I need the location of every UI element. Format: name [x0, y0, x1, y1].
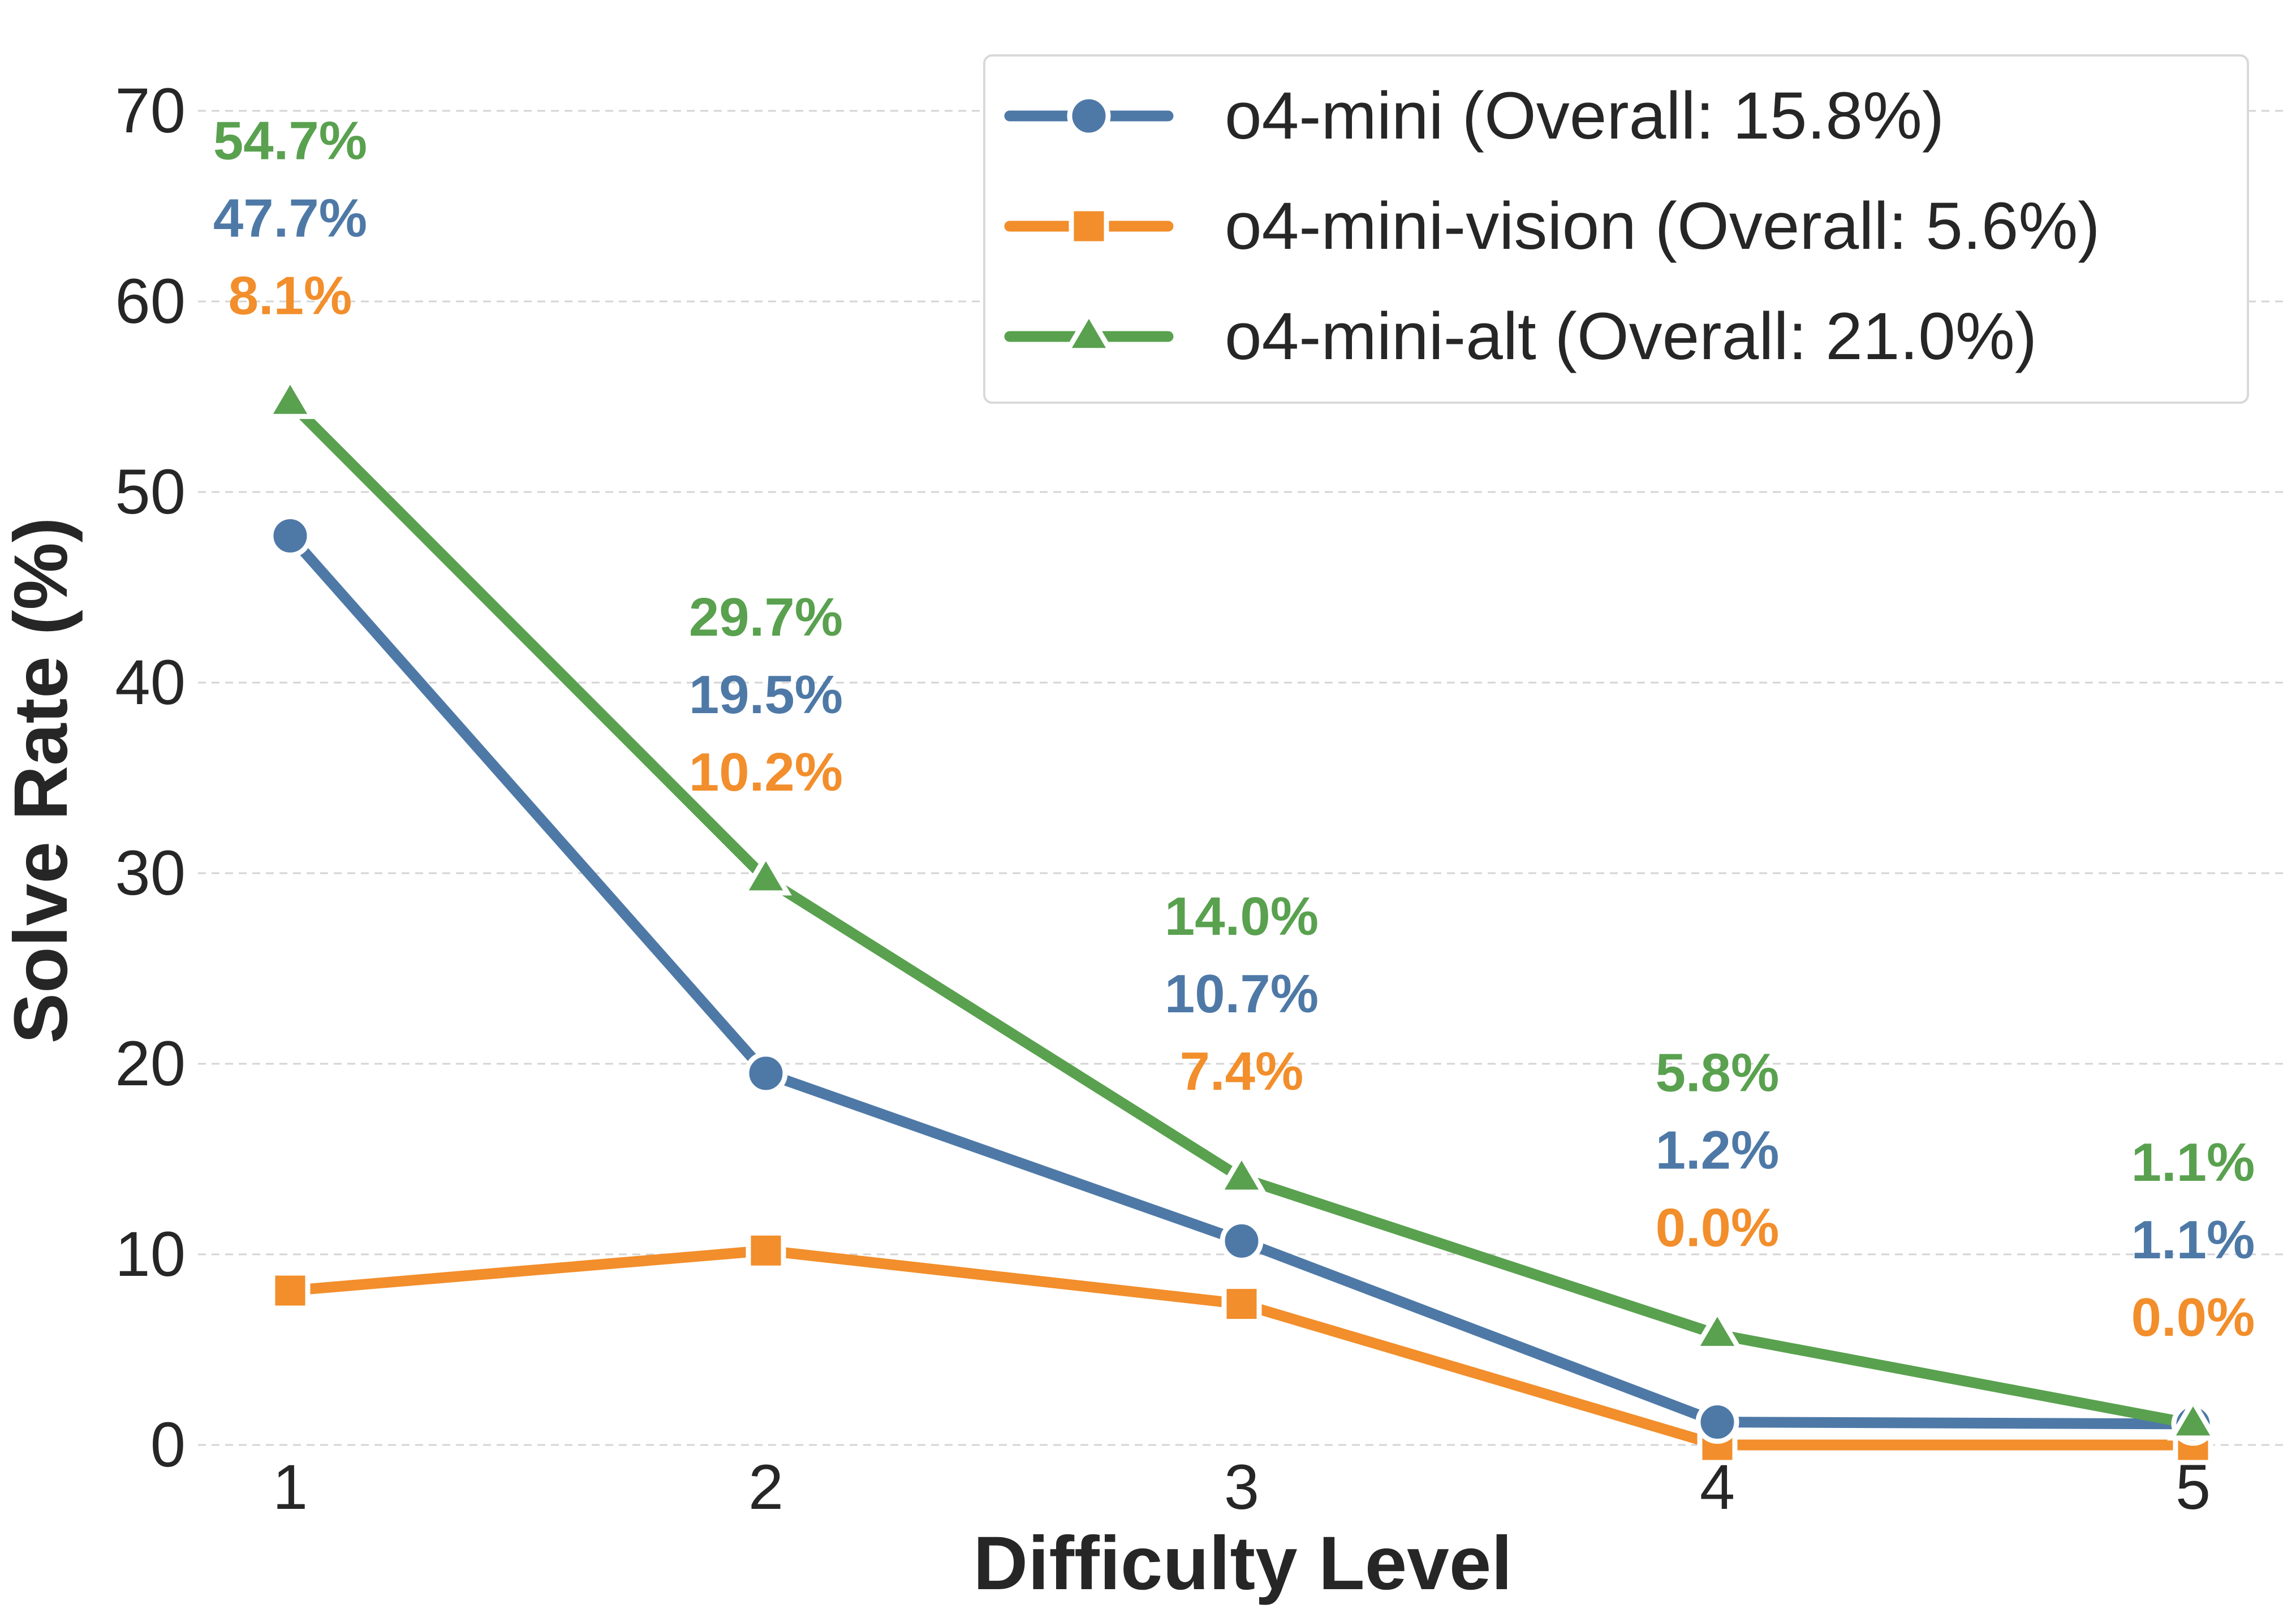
data-label-o4-mini-vision-3: 7.4%: [1180, 1041, 1304, 1102]
data-label-o4-mini-4: 1.2%: [1656, 1120, 1780, 1181]
data-point-o4-mini-vision-1: [270, 1270, 311, 1311]
legend-label-o4-mini: o4-mini (Overall: 15.8%): [1225, 79, 1944, 153]
y-tick-label: 10: [115, 1219, 186, 1289]
data-label-o4-mini-vision-4: 0.0%: [1656, 1198, 1780, 1258]
data-label-o4-mini-vision-2: 10.2%: [689, 742, 843, 802]
data-label-o4-mini-alt-1: 54.7%: [213, 111, 367, 171]
data-point-o4-mini-vision-3: [1221, 1284, 1262, 1324]
data-label-o4-mini-1: 47.7%: [213, 188, 367, 249]
x-tick-label: 2: [748, 1452, 783, 1522]
legend-label-o4-mini-vision: o4-mini-vision (Overall: 5.6%): [1225, 189, 2100, 264]
data-label-o4-mini-2: 19.5%: [689, 665, 843, 725]
data-label-o4-mini-alt-4: 5.8%: [1656, 1043, 1780, 1103]
y-tick-label: 30: [115, 838, 186, 908]
legend: o4-mini (Overall: 15.8%) o4-mini-vision (…: [983, 54, 2249, 404]
legend-label-o4-mini-alt: o4-mini-alt (Overall: 21.0%): [1225, 299, 2037, 374]
legend-marker-o4-mini-vision: [1069, 206, 1109, 247]
x-tick-label: 1: [273, 1452, 308, 1522]
data-point-o4-mini-4: [1695, 1400, 1739, 1444]
y-tick-label: 60: [115, 266, 186, 336]
y-tick-label: 40: [115, 647, 186, 718]
data-point-o4-mini-2: [744, 1051, 788, 1095]
data-label-o4-mini-5: 1.1%: [2131, 1210, 2255, 1270]
series-line-o4-mini-vision: [285, 1245, 2199, 1451]
data-point-o4-mini-1: [268, 514, 312, 558]
series-markers: [264, 374, 2219, 1465]
y-tick-label: 50: [115, 456, 186, 527]
y-axis-label: Solve Rate (%): [0, 517, 83, 1044]
data-point-o4-mini-alt-4: [1691, 1306, 1743, 1351]
y-tick-label: 0: [150, 1409, 186, 1480]
legend-items: o4-mini (Overall: 15.8%) o4-mini-vision (…: [1004, 79, 2100, 374]
data-label-o4-mini-alt-2: 29.7%: [689, 587, 843, 648]
x-tick-label: 3: [1224, 1452, 1259, 1522]
legend-marker-o4-mini-alt: [1063, 309, 1115, 353]
data-label-o4-mini-alt-3: 14.0%: [1165, 886, 1319, 947]
data-labels: 54.7% 47.7% 8.1% 29.7% 19.5% 10.2% 14.0% 10.7% 7…: [213, 111, 2255, 1348]
y-tick-label: 20: [115, 1028, 186, 1099]
y-tick-label: 70: [115, 75, 186, 146]
data-label-o4-mini-vision-1: 8.1%: [229, 266, 352, 326]
data-point-o4-mini-alt-3: [1216, 1150, 1268, 1195]
data-point-o4-mini-alt-5: [2167, 1396, 2219, 1441]
legend-marker-o4-mini: [1067, 94, 1111, 138]
data-point-o4-mini-3: [1220, 1219, 1264, 1263]
legend-frame: [983, 54, 2249, 404]
y-axis-ticks: 0 10 20 30 40 50 60 70: [115, 75, 186, 1480]
data-point-o4-mini-alt-2: [740, 851, 792, 896]
data-label-o4-mini-alt-5: 1.1%: [2131, 1132, 2255, 1193]
x-axis-label: Difficulty Level: [973, 1521, 1512, 1606]
data-label-o4-mini-vision-5: 0.0%: [2131, 1287, 2255, 1348]
data-point-o4-mini-alt-1: [264, 374, 316, 419]
data-label-o4-mini-3: 10.7%: [1165, 964, 1319, 1024]
data-point-o4-mini-vision-2: [746, 1230, 786, 1271]
